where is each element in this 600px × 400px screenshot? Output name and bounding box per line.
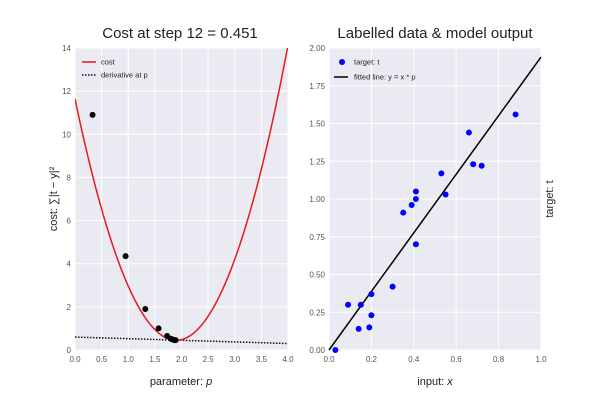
step-point xyxy=(155,325,162,332)
right-x-axis-label: input: x xyxy=(417,376,453,388)
left-x-axis-label: parameter: p xyxy=(150,376,212,388)
y-tick-label: 10 xyxy=(62,130,71,139)
left-marks xyxy=(74,48,289,345)
right-chart-title: Labelled data & model output xyxy=(337,25,533,42)
data-point xyxy=(412,196,419,202)
left-legend: cost derivative at p xyxy=(82,58,148,80)
x-tick-label: 3.0 xyxy=(229,355,241,364)
y-tick-label: 0 xyxy=(67,346,72,355)
step-point xyxy=(142,306,149,313)
right-legend: target: t fitted line: y = x * p xyxy=(334,58,416,82)
data-point xyxy=(412,188,419,195)
x-tick-label: 0.2 xyxy=(366,355,378,364)
left-x-axis-label-prefix: parameter: xyxy=(150,376,206,388)
x-tick-label: 1.0 xyxy=(123,355,135,364)
right-x-ticks: 0.0 0.2 0.4 0.6 0.8 1.0 xyxy=(323,355,547,364)
step-point xyxy=(122,253,129,260)
left-y-ticks: 0 2 4 6 8 10 12 14 xyxy=(62,44,71,355)
data-model-chart: Labelled data & model output 0.0 0.2 0.4 0.… xyxy=(309,25,556,388)
data-point xyxy=(412,241,419,248)
data-point xyxy=(442,191,449,198)
data-point xyxy=(408,202,415,209)
data-point xyxy=(478,162,485,169)
x-tick-label: 2.0 xyxy=(176,355,188,364)
y-tick-label: 4 xyxy=(67,260,72,269)
data-point xyxy=(400,209,407,216)
x-tick-label: 0.0 xyxy=(323,355,335,364)
data-point xyxy=(366,324,373,331)
cost-chart: Cost at step 12 = 0.451 0.0 0.5 1.0 1.5 2.0 2… xyxy=(48,25,294,388)
y-tick-label: 1.00 xyxy=(309,195,325,204)
x-tick-label: 0.6 xyxy=(451,355,463,364)
y-tick-label: 1.75 xyxy=(309,82,325,91)
right-x-axis-label-prefix: input: xyxy=(417,376,447,388)
data-point xyxy=(355,325,362,332)
y-tick-label: 2.00 xyxy=(309,44,325,53)
x-tick-label: 1.5 xyxy=(149,355,161,364)
derivative-line xyxy=(74,336,289,345)
x-tick-label: 2.5 xyxy=(203,355,215,364)
left-x-axis-label-var: p xyxy=(205,376,212,388)
y-tick-label: 14 xyxy=(62,44,71,53)
legend-derivative-label: derivative at p xyxy=(101,71,148,80)
data-point xyxy=(332,347,339,353)
data-point xyxy=(368,312,375,319)
legend-fitted-label: fitted line: y = x * p xyxy=(354,73,416,82)
left-gridlines xyxy=(74,47,289,351)
y-tick-label: 1.50 xyxy=(309,120,325,129)
y-tick-label: 0.25 xyxy=(309,308,325,317)
y-tick-label: 12 xyxy=(62,87,71,96)
data-point xyxy=(465,129,472,136)
x-tick-label: 3.5 xyxy=(256,355,268,364)
y-tick-label: 0.75 xyxy=(309,233,325,242)
data-point xyxy=(438,170,445,177)
y-tick-label: 2 xyxy=(67,303,72,312)
data-point xyxy=(357,301,364,308)
y-tick-label: 1.25 xyxy=(309,157,325,166)
y-tick-label: 0.00 xyxy=(309,346,325,355)
step-point xyxy=(172,337,179,344)
legend-target-label: target: t xyxy=(354,58,380,67)
right-gridlines xyxy=(328,47,542,351)
legend-target-swatch xyxy=(339,59,345,65)
data-point xyxy=(345,301,352,308)
step-point xyxy=(89,111,96,118)
legend-cost-label: cost xyxy=(101,58,116,67)
x-tick-label: 0.0 xyxy=(69,355,81,364)
left-chart-title: Cost at step 12 = 0.451 xyxy=(102,25,258,42)
y-tick-label: 6 xyxy=(67,217,72,226)
y-tick-label: 8 xyxy=(67,173,72,182)
data-point xyxy=(368,291,375,298)
left-y-axis-label: cost: ∑|t − y|² xyxy=(48,166,60,231)
right-marks xyxy=(328,56,542,353)
data-point xyxy=(470,161,477,168)
left-x-ticks: 0.0 0.5 1.0 1.5 2.0 2.5 3.0 3.5 4.0 xyxy=(69,355,294,364)
x-tick-label: 0.8 xyxy=(493,355,505,364)
x-tick-label: 1.0 xyxy=(535,355,547,364)
fitted-line xyxy=(328,56,542,351)
cost-curve xyxy=(75,48,288,342)
right-y-axis-label: target: t xyxy=(544,180,556,217)
right-y-ticks: 0.00 0.25 0.50 0.75 1.00 1.25 1.50 1.75 2.00 xyxy=(309,44,325,355)
data-point xyxy=(389,283,396,290)
right-x-axis-label-var: x xyxy=(446,376,453,388)
data-point xyxy=(512,111,519,118)
x-tick-label: 0.5 xyxy=(96,355,108,364)
x-tick-label: 0.4 xyxy=(408,355,420,364)
x-tick-label: 4.0 xyxy=(282,355,294,364)
y-tick-label: 0.50 xyxy=(309,271,325,280)
